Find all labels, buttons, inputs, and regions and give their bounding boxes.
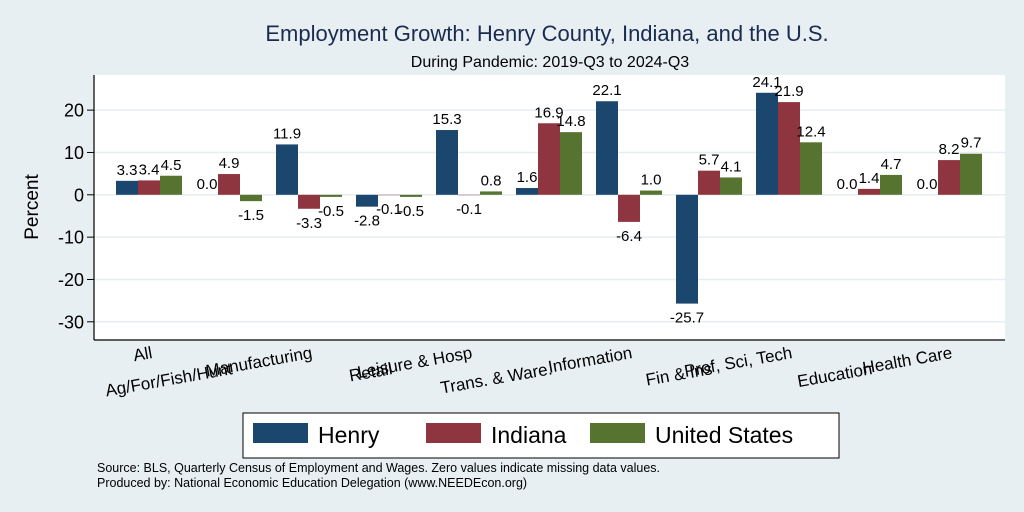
data-label: 3.3: [117, 162, 138, 179]
chart-subtitle: During Pandemic: 2019-Q3 to 2024-Q3: [411, 54, 689, 71]
data-label: 0.0: [917, 176, 938, 193]
legend-swatch-indiana: [426, 423, 481, 443]
bar-united-states: [640, 190, 662, 195]
data-label: -2.8: [354, 213, 380, 230]
bar-indiana: [938, 160, 960, 195]
chart-title: Employment Growth: Henry County, Indiana…: [265, 21, 828, 46]
data-label: 24.1: [752, 74, 781, 91]
y-tick-label: 10: [64, 143, 84, 163]
data-label: 1.6: [517, 169, 538, 186]
legend-swatch-henry: [253, 423, 308, 443]
legend: Henry Indiana United States: [242, 412, 840, 459]
x-category-label: Health Care: [861, 343, 954, 377]
y-tick-label: -20: [58, 270, 84, 290]
x-category-label: Prof, Sci, Tech: [683, 343, 794, 381]
data-label: 14.8: [556, 113, 585, 130]
data-label: -0.1: [456, 201, 482, 218]
bar-indiana: [698, 170, 720, 195]
bar-united-states: [960, 153, 982, 195]
bar-indiana: [538, 123, 560, 195]
bar-united-states: [800, 142, 822, 195]
legend-label: Henry: [318, 422, 380, 448]
y-tick-label: -10: [58, 228, 84, 248]
bar-indiana: [218, 174, 240, 195]
data-label: 21.9: [774, 83, 803, 100]
bar-henry: [676, 194, 698, 304]
bar-united-states: [400, 194, 422, 197]
data-label: 1.4: [859, 170, 880, 187]
data-label: 16.9: [534, 104, 563, 121]
data-label: 15.3: [432, 111, 461, 128]
bar-henry: [596, 101, 618, 195]
data-label: 9.7: [961, 135, 982, 152]
y-axis-label: Percent: [22, 174, 43, 240]
data-label: 12.4: [796, 123, 825, 140]
x-category-label: All: [132, 343, 154, 365]
data-label: 4.7: [881, 156, 902, 173]
data-label: -25.7: [670, 310, 704, 327]
bar-henry: [756, 92, 778, 195]
data-label: -0.1: [376, 201, 402, 218]
bar-indiana: [138, 180, 160, 195]
bar-indiana: [298, 194, 320, 209]
data-label: 0.0: [197, 176, 218, 193]
bar-indiana: [778, 102, 800, 195]
bar-henry: [356, 194, 378, 207]
data-label: 4.9: [219, 155, 240, 172]
data-label: 5.7: [699, 152, 720, 169]
y-tick-label: -30: [58, 312, 84, 332]
bar-united-states: [560, 132, 582, 195]
data-label: 8.2: [939, 141, 960, 158]
legend-box: [242, 412, 840, 459]
data-label: 4.5: [161, 157, 182, 174]
x-category-label: Manufacturing: [204, 343, 313, 380]
data-label: 22.1: [592, 82, 621, 99]
legend-swatch-united-states: [590, 423, 645, 443]
bar-united-states: [320, 194, 342, 197]
bar-henry: [436, 130, 458, 195]
bar-henry: [116, 180, 138, 195]
bar-indiana: [858, 188, 880, 195]
data-label: -0.5: [398, 203, 424, 220]
y-tick-label: 0: [74, 185, 84, 205]
produced-by-note: Produced by: National Economic Education…: [97, 476, 527, 490]
plot-area: [94, 75, 1005, 340]
bar-united-states: [720, 177, 742, 195]
data-label: -3.3: [296, 215, 322, 232]
legend-label: Indiana: [491, 422, 567, 448]
data-label: -1.5: [238, 207, 264, 224]
y-tick-label: 20: [64, 101, 84, 121]
legend-label: United States: [655, 422, 793, 448]
data-label: -6.4: [616, 228, 642, 245]
source-note: Source: BLS, Quarterly Census of Employm…: [97, 461, 660, 475]
data-label: 4.1: [721, 158, 742, 175]
data-label: 3.4: [139, 161, 160, 178]
x-category-label: Information: [547, 343, 634, 376]
bar-united-states: [880, 174, 902, 195]
data-label: 0.8: [481, 172, 502, 189]
bar-henry: [516, 188, 538, 195]
bar-united-states: [240, 194, 262, 202]
bar-indiana: [618, 194, 640, 222]
data-label: 1.0: [641, 172, 662, 189]
bar-henry: [276, 144, 298, 195]
data-label: -0.5: [318, 203, 344, 220]
bar-united-states: [480, 191, 502, 195]
data-label: 11.9: [273, 125, 301, 142]
data-label: 0.0: [837, 176, 858, 193]
bar-united-states: [160, 175, 182, 195]
